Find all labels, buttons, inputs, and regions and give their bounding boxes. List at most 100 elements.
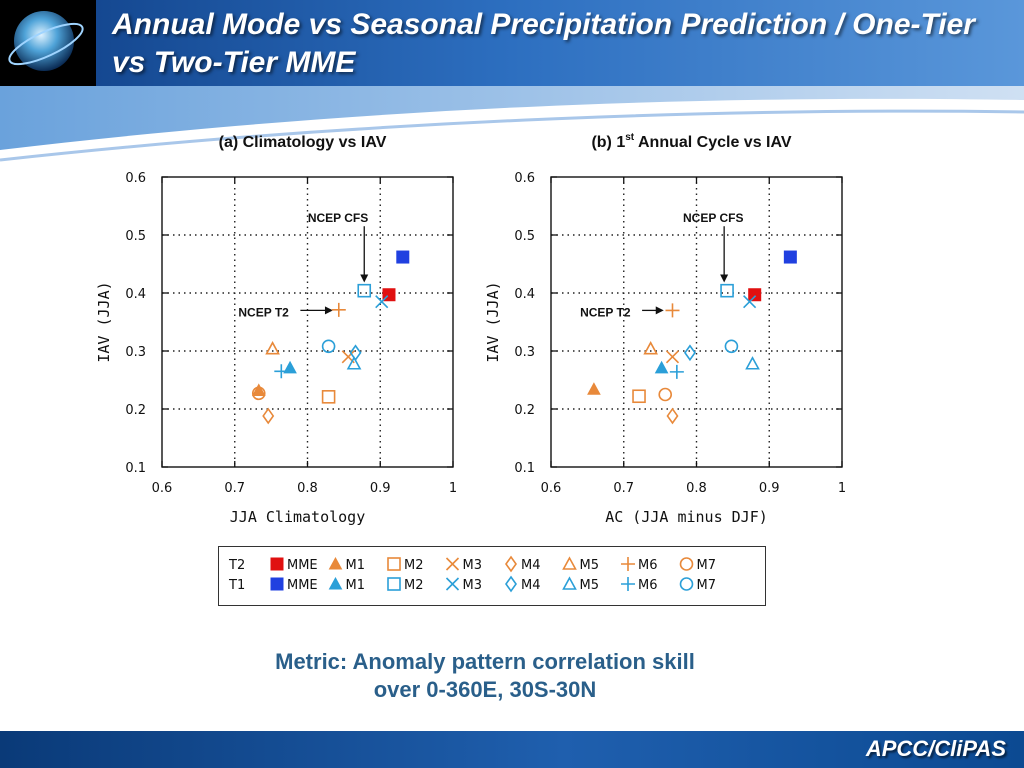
annotation-ncep-cfs: NCEP CFS [308,211,368,225]
point-t2-m4 [262,407,275,425]
legend-item-label: M6 [638,578,658,593]
point-t2-m4 [666,407,679,425]
point-t2-m3 [665,350,680,364]
x-tick-label: 0.7 [224,481,245,496]
globe-ring [8,22,84,66]
point-t2-m1 [251,383,266,396]
legend-marker-t1-m7 [679,577,694,591]
chart-panel-b: 0.6 0.7 0.8 0.9 1 0.1 0.2 0.3 0.4 0.5 0.6 (b) 1st A… [484,132,846,526]
legend-item-label: M6 [638,558,658,573]
y-axis-label: IAV (JJA) [484,281,502,362]
point-t1-m6 [274,364,289,379]
y-tick-label: 0.6 [514,171,535,186]
swoosh-line [0,109,1024,162]
legend-item-label: M4 [521,558,541,573]
legend-item-label: M2 [404,558,424,573]
point-t2-m5 [643,341,659,355]
y-tick-label: 0.5 [125,229,146,244]
legend-item-label: M5 [580,578,600,593]
x-axis-label: JJA Climatology [230,508,365,526]
legend-marker-t2-m5 [562,556,577,570]
legend-marker-t1-m2 [387,577,401,591]
point-t1-m7 [724,339,739,354]
chart-panel-a: 0.6 0.7 0.8 0.9 1 0.1 0.2 0.3 0.4 0.5 0.6 (a) Clima… [95,134,457,526]
legend-item-label: M5 [580,558,600,573]
point-t1-m3 [743,295,757,309]
point-t2-m2 [321,390,336,404]
point-t2-m6 [331,302,346,317]
point-t1-m7 [321,339,336,354]
legend-marker-t2-m6 [621,557,635,571]
legend-item-label: M3 [463,558,483,573]
point-t1-m5 [346,356,362,370]
annotation-arrowhead [720,274,729,283]
x-tick-label: 1 [838,481,846,496]
annotation-arrowhead [655,306,664,315]
annotation-arrowhead [360,274,369,283]
point-t2-mme [748,288,762,302]
y-tick-label: 0.4 [514,287,535,302]
legend-box: T2 MME M1 M2 M3 M4 M5 M6 M7 T1 MME M1 M2 M3 M4 M5 M6 M7 [218,546,766,606]
x-tick-label: 0.6 [152,481,173,496]
legend-row-label: T1 [228,578,245,593]
point-t1-m5 [745,356,760,370]
x-tick-label: 0.6 [541,481,562,496]
point-t2-m6 [665,303,680,318]
point-t1-mme [396,250,410,264]
y-axis-label: IAV (JJA) [95,281,113,362]
metric-line-1: Metric: Anomaly pattern correlation skil… [275,649,695,674]
point-t1-m6 [669,364,684,379]
legend-marker-t1-m6 [621,577,635,591]
legend-marker-t1-m5 [562,576,577,590]
legend-marker-t1-m1 [328,576,343,590]
legend-row-label: T2 [228,558,245,573]
point-t1-m2 [720,283,734,298]
point-t1-m3 [375,295,389,309]
point-t1-m1 [283,360,297,374]
legend-marker-t2-mme [270,557,284,571]
legend-marker-t2-m7 [679,557,694,571]
chart-title: (b) 1st Annual Cycle vs IAV [591,132,791,151]
legend: T2 MME M1 M2 M3 M4 M5 M6 M7 T1 MME M1 M2 M3 M4 M5 M6 M7 [228,555,717,593]
x-tick-label: 0.9 [759,481,780,496]
y-tick-label: 0.6 [125,171,146,186]
chart-title: (a) Climatology vs IAV [219,134,387,151]
header-swoosh [0,86,1024,150]
legend-marker-t2-m2 [387,557,401,571]
legend-marker-t1-m3 [445,577,460,591]
header-bar [0,0,1024,86]
annotation-arrowhead [324,306,333,315]
point-t1-mme [783,250,797,264]
legend-item-label: MME [287,558,318,573]
legend-marker-t1-m4 [505,575,517,593]
legend-marker-t2-m3 [445,557,460,571]
legend-item-label: M2 [404,578,424,593]
x-tick-label: 1 [449,481,457,496]
y-tick-label: 0.3 [514,345,535,360]
legend-item-label: M1 [346,578,366,593]
point-t2-m7 [658,387,673,402]
slide-title: Annual Mode vs Seasonal Precipitation Pr… [112,8,975,79]
y-tick-label: 0.5 [514,229,535,244]
y-tick-label: 0.3 [125,345,146,360]
y-tick-label: 0.4 [125,287,146,302]
legend-item-label: M3 [463,578,483,593]
point-t2-m5 [265,341,280,355]
y-tick-label: 0.1 [514,461,535,476]
x-tick-label: 0.8 [686,481,707,496]
legend-item-label: M7 [697,578,717,593]
point-t2-m1 [587,382,601,395]
y-tick-label: 0.2 [125,403,146,418]
annotation-ncep-t2: NCEP T2 [580,306,631,320]
point-t1-m4 [683,344,696,362]
x-tick-label: 0.7 [613,481,634,496]
point-t1-m2 [357,283,372,298]
legend-marker-t2-m4 [505,555,517,573]
metric-caption: Metric: Anomaly pattern correlation skil… [200,648,770,704]
x-tick-label: 0.8 [297,481,318,496]
point-t2-m2 [632,389,646,404]
footer-bar: APCC/CliPAS [0,731,1024,768]
y-tick-label: 0.1 [125,461,146,476]
